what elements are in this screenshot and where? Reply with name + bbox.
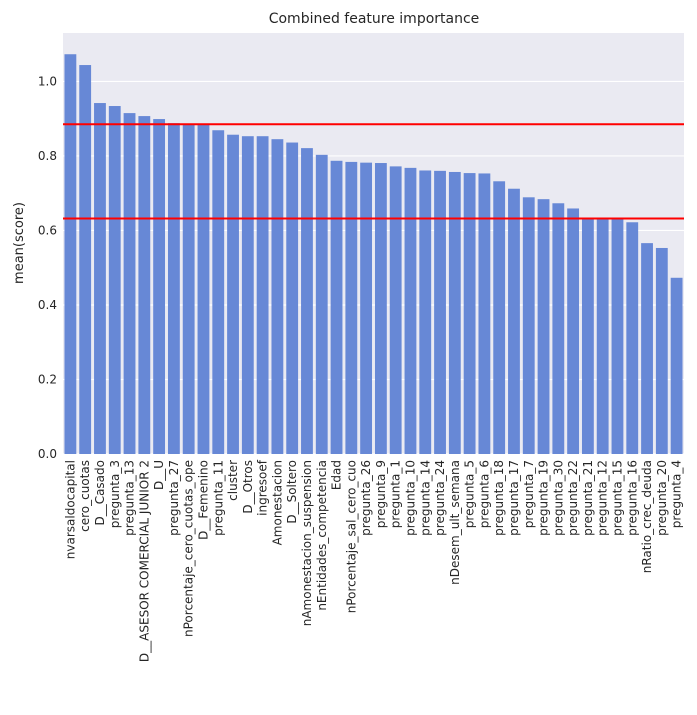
- bar: [419, 170, 432, 454]
- y-tick-label: 1.0: [38, 74, 57, 88]
- bar: [508, 188, 520, 455]
- bar: [655, 247, 668, 454]
- x-tick-label: D__Soltero: [285, 460, 299, 524]
- bar: [108, 106, 121, 454]
- x-tick-label: D__ASESOR COMERCIAL JUNIOR 2: [137, 460, 151, 662]
- bar: [286, 142, 299, 454]
- x-tick-label: pregunta_20: [655, 460, 669, 536]
- x-tick-label: pregunta_21: [581, 460, 595, 536]
- x-tick-label: pregunta_14: [418, 460, 432, 536]
- bar: [596, 218, 609, 454]
- x-tick-label: Edad: [330, 460, 344, 490]
- bar: [197, 125, 210, 454]
- bar: [79, 65, 92, 454]
- x-tick-label: pregunta_27: [167, 460, 181, 536]
- bar: [182, 124, 195, 455]
- y-tick-label: 0.0: [38, 447, 57, 461]
- bar: [434, 170, 446, 455]
- x-tick-label: pregunta_9: [374, 460, 388, 528]
- x-tick-label: D__Femenino: [196, 460, 210, 540]
- y-gridlines: [63, 80, 684, 455]
- x-tick-label: Amonestacion: [270, 460, 284, 545]
- bar: [153, 119, 166, 454]
- y-tick-label: 0.4: [38, 298, 57, 312]
- bar: [448, 171, 461, 454]
- y-tick-label: 0.8: [38, 149, 57, 163]
- reference-lines: [63, 123, 684, 220]
- x-tick-label: nEntidades_competencia: [315, 460, 329, 611]
- bar: [493, 181, 506, 454]
- x-tick-label: pregunta_11: [211, 460, 225, 536]
- x-tick-label: pregunta_16: [625, 460, 639, 536]
- bar: [670, 277, 683, 454]
- plot-area: [63, 33, 684, 454]
- y-tick-label: 0.6: [38, 223, 57, 237]
- bar: [389, 166, 402, 454]
- bar: [641, 243, 653, 454]
- x-tick-labels: nvarsaldocapital cero_cuotas D__Casado preg…: [63, 459, 683, 662]
- chart-title: Combined feature importance: [269, 11, 480, 27]
- x-tick-label: pregunta_22: [566, 460, 580, 536]
- bar: [626, 222, 639, 454]
- bar: [94, 103, 106, 454]
- bar: [212, 130, 225, 455]
- bar: [227, 134, 239, 454]
- bar: [345, 161, 358, 454]
- x-tick-label: pregunta_13: [123, 460, 137, 536]
- x-tick-label: pregunta_6: [477, 460, 491, 528]
- bar: [256, 136, 269, 455]
- x-tick-label: nRatio_crec_deuda: [640, 460, 654, 573]
- x-tick-label: nDesem_ult_semana: [448, 460, 462, 585]
- x-tick-label: nvarsaldocapital: [63, 460, 77, 559]
- x-tick-label: pregunta_18: [492, 460, 506, 536]
- x-tick-label: pregunta_30: [551, 460, 565, 536]
- x-tick-label: D__U: [152, 460, 166, 490]
- bar: [522, 197, 535, 455]
- bar: [330, 160, 343, 454]
- x-tick-label: pregunta_10: [403, 460, 417, 536]
- bar: [241, 136, 254, 455]
- bar: [138, 116, 151, 454]
- x-tick-label: pregunta_17: [507, 460, 521, 536]
- x-tick-label: pregunta_1: [389, 460, 403, 528]
- x-tick-label: ingresoef: [256, 459, 270, 516]
- bar: [301, 148, 313, 454]
- bar: [167, 123, 180, 454]
- y-tick-labels: 0.0 0.2 0.4 0.6 0.8 1.0: [38, 74, 57, 461]
- x-tick-label: pregunta_3: [108, 460, 122, 528]
- bar: [537, 199, 550, 454]
- bar: [581, 217, 594, 454]
- bar: [64, 54, 77, 455]
- bar: [478, 173, 491, 454]
- x-tick-label: pregunta_4: [670, 460, 684, 528]
- x-tick-label: pregunta_19: [537, 460, 551, 536]
- bar: [404, 167, 417, 455]
- bar: [123, 113, 136, 454]
- x-tick-label: pregunta_7: [522, 460, 536, 528]
- x-tick-label: cluster: [226, 460, 240, 501]
- bar: [374, 163, 387, 454]
- x-tick-label: pregunta_12: [596, 460, 610, 536]
- bar: [463, 173, 476, 454]
- x-tick-label: nPorcentaje_cero_cuotas_ope: [182, 460, 196, 637]
- x-tick-label: pregunta_26: [359, 460, 373, 536]
- bar: [611, 218, 624, 454]
- y-axis-title: mean(score): [12, 202, 27, 284]
- x-tick-label: D__Otros: [241, 460, 255, 514]
- bar: [315, 154, 328, 454]
- x-tick-label: nPorcentaje_sal_cero_cuo: [344, 460, 358, 613]
- y-tick-label: 0.2: [38, 372, 57, 386]
- x-tick-label: pregunta_24: [433, 460, 447, 536]
- bar: [567, 208, 580, 454]
- x-tick-label: pregunta_15: [610, 460, 624, 536]
- bar: [271, 139, 284, 455]
- x-tick-label: nAmonestacion_suspension: [300, 460, 314, 626]
- bars: [64, 54, 683, 455]
- bar: [360, 162, 373, 455]
- x-tick-label: D__Casado: [93, 460, 107, 526]
- x-tick-label: cero_cuotas: [78, 460, 92, 532]
- bar: [552, 203, 565, 454]
- x-tick-label: pregunta_5: [463, 460, 477, 528]
